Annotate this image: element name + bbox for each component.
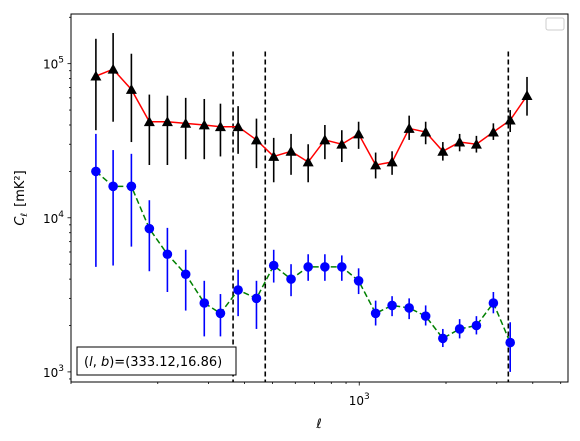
y-tick-label-exponent: 5 [58, 56, 64, 66]
series-2-point-21 [438, 333, 448, 344]
y-tick-label-base: 10 [43, 212, 58, 226]
y-tick-label: 105 [43, 56, 64, 72]
series-2-point-1 [91, 166, 101, 177]
series-2-point-2 [108, 181, 118, 192]
series-1-point-1 [90, 70, 102, 81]
series-2-point-3 [126, 181, 137, 192]
series-1-point-11 [268, 150, 280, 161]
y-tick-label: 103 [43, 364, 64, 380]
series-2-point-9 [233, 285, 243, 295]
series-1-point-2 [107, 63, 119, 74]
y-tick-label-base: 10 [43, 58, 58, 72]
y-tick-label-base: 10 [43, 366, 58, 380]
series-1-point-19 [403, 122, 415, 133]
series-2-point-17 [370, 308, 381, 319]
y-tick-label-exponent: 3 [58, 364, 64, 374]
series-2-point-13 [303, 262, 313, 272]
y-axis-label-symbol: C [13, 216, 28, 226]
series-2-point-10 [251, 293, 262, 304]
y-axis-label-subscript: ℓ [20, 213, 30, 218]
series-1-point-3 [125, 83, 137, 94]
series-1-point-25 [504, 114, 516, 125]
annotation-box: (l, b)=(333.12,16.86) [76, 346, 237, 376]
series-1-point-26 [521, 90, 533, 101]
series-2-point-14 [320, 262, 330, 272]
series-2-point-7 [199, 298, 210, 308]
series-2-point-25 [505, 337, 515, 348]
y-tick-label-exponent: 4 [58, 210, 64, 220]
series-1-point-16 [353, 128, 365, 139]
x-tick-label-base: 10 [349, 394, 364, 408]
series-2-point-4 [144, 223, 155, 234]
series-2-point-16 [353, 276, 364, 286]
x-tick-label-exponent: 3 [364, 392, 370, 402]
series-1-point-21 [437, 145, 449, 156]
series-1-point-22 [454, 136, 466, 147]
series-2-point-23 [471, 320, 482, 331]
x-tick-label: 103 [349, 392, 370, 408]
x-axis-label: ℓ [315, 417, 321, 432]
series-1-point-18 [386, 156, 398, 167]
series-2 [91, 133, 515, 372]
y-tick-label: 104 [43, 210, 64, 226]
series-1 [90, 33, 533, 183]
series-2-point-6 [180, 269, 191, 280]
series-2-point-22 [454, 324, 465, 334]
annotation-text: (l, b)=(333.12,16.86) [84, 355, 222, 370]
vertical-lines [232, 51, 510, 382]
series-1-point-4 [143, 116, 155, 127]
x-axis-ticks: 103 [70, 382, 562, 408]
y-axis-label-unit: [mK²] [13, 170, 28, 207]
series-2-point-19 [404, 303, 414, 313]
series-2-point-8 [215, 308, 226, 319]
series-1-point-20 [420, 126, 432, 137]
series-2-point-12 [286, 274, 296, 284]
series-1-point-15 [336, 138, 348, 149]
series-1-point-9 [232, 121, 244, 132]
series-1-point-14 [319, 134, 331, 145]
series-1-point-5 [161, 116, 173, 127]
series-1-point-7 [198, 119, 210, 130]
series-2-point-24 [488, 298, 499, 308]
series-2-point-15 [337, 262, 347, 272]
series-1-point-10 [250, 134, 262, 145]
series-1-point-17 [370, 159, 382, 170]
series-1-point-12 [285, 145, 297, 156]
series-2-point-5 [162, 249, 173, 260]
y-axis-label: Cℓ [mK²] [13, 170, 30, 225]
series-1-point-6 [180, 117, 192, 128]
annotation-frame [76, 346, 237, 376]
series-1-point-23 [470, 138, 482, 149]
series-2-point-11 [268, 260, 279, 271]
series-1-point-24 [487, 126, 499, 137]
plot-frame [70, 13, 569, 383]
series-1-point-8 [214, 121, 226, 132]
legend-box [545, 17, 565, 31]
series-1-point-13 [302, 156, 314, 167]
series-2-point-18 [387, 300, 397, 311]
series-2-point-20 [420, 311, 431, 321]
plot-series [90, 33, 533, 372]
